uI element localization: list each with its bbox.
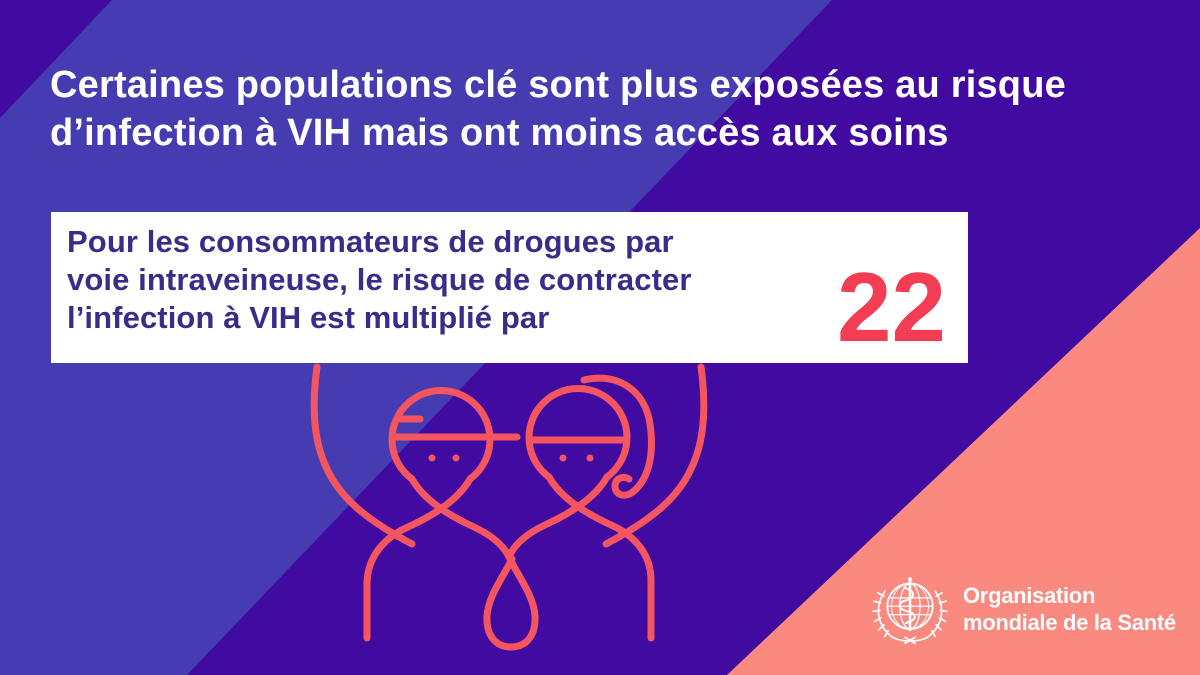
stat-text-line-1: Pour les consommateurs de drogues par bbox=[67, 224, 674, 259]
right-body-cross-line bbox=[505, 473, 611, 561]
center-loop bbox=[483, 555, 539, 651]
eyes bbox=[428, 454, 594, 462]
ponytail bbox=[580, 374, 655, 499]
who-logo: Organisation mondiale de la Santé bbox=[868, 571, 1176, 655]
left-head bbox=[388, 387, 494, 483]
who-emblem-icon bbox=[872, 577, 948, 645]
headline-line-1: Certaines populations clé sont plus expo… bbox=[50, 64, 1066, 106]
right-head bbox=[525, 385, 631, 481]
stat-box: Pour les consommateurs de drogues par vo… bbox=[51, 212, 968, 363]
stat-text-line-2: voie intraveineuse, le risque de contrac… bbox=[67, 262, 692, 297]
left-leg-line bbox=[363, 475, 474, 642]
stat-text: Pour les consommateurs de drogues par vo… bbox=[67, 223, 692, 337]
headline-line-2: d’infection à VIH mais ont moins accès a… bbox=[50, 112, 949, 154]
left-body-cross-line bbox=[408, 475, 514, 563]
stat-multiplier-value: 22 bbox=[836, 252, 946, 362]
left-raised-arm bbox=[310, 363, 416, 548]
headline: Certaines populations clé sont plus expo… bbox=[50, 61, 1066, 157]
who-wordmark: Organisation mondiale de la Santé bbox=[963, 582, 1176, 655]
coral-corner-triangle bbox=[727, 228, 1200, 675]
right-leg-line bbox=[545, 473, 655, 642]
stat-text-line-3: l’infection à VIH est multiplié par bbox=[67, 300, 550, 335]
corner-dark-triangle bbox=[0, 0, 112, 118]
who-wordmark-line-2: mondiale de la Santé bbox=[963, 610, 1176, 635]
who-wordmark-line-1: Organisation bbox=[963, 583, 1096, 608]
